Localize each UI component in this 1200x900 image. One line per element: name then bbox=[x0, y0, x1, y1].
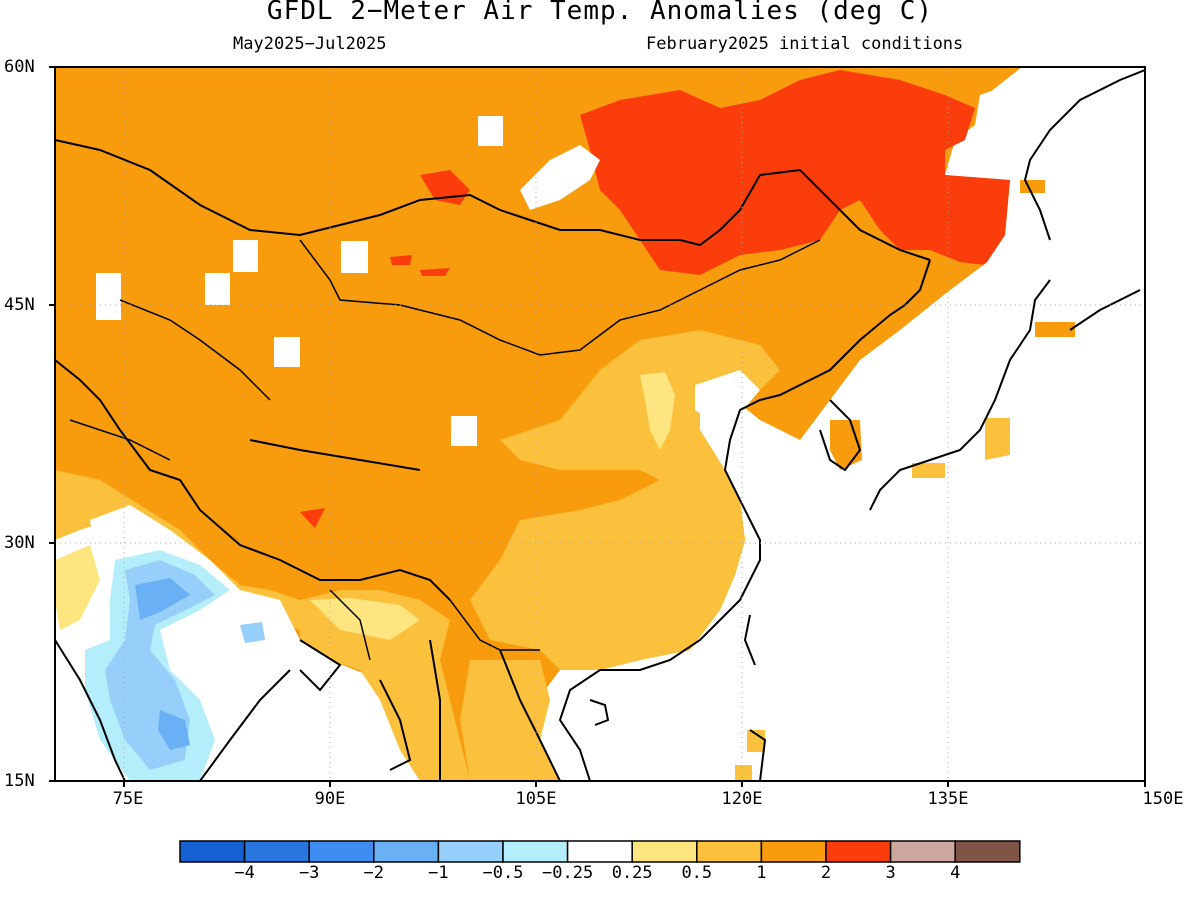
anomaly-field bbox=[55, 67, 1145, 781]
lon-label-75e: 75E bbox=[112, 789, 144, 809]
forecast-period: May2025−Jul2025 bbox=[233, 34, 387, 54]
colorbar-label: −4 bbox=[234, 863, 255, 883]
lat-label-45n: 45N bbox=[4, 295, 35, 315]
colorbar-label: 4 bbox=[950, 863, 961, 883]
anomaly-region-cool-moderate bbox=[105, 560, 215, 770]
colorbar-box bbox=[825, 840, 892, 863]
anomaly-region-0.25to0.5 bbox=[640, 372, 675, 450]
colorbar-box bbox=[566, 840, 633, 863]
axis-ticks bbox=[49, 66, 1146, 787]
colorbar-box bbox=[437, 840, 504, 863]
anomaly-region-0.25to0.5-b bbox=[310, 598, 420, 640]
colorbar-box bbox=[308, 840, 375, 863]
colorbar-label: −1 bbox=[428, 863, 449, 883]
anomaly-region-cool-strong bbox=[135, 578, 190, 620]
colorbar-label: −3 bbox=[298, 863, 320, 883]
colorbar-label: 0.25 bbox=[611, 863, 653, 883]
map-title: GFDL 2−Meter Air Temp. Anomalies (deg C) bbox=[266, 0, 934, 26]
lat-label-60n: 60N bbox=[4, 57, 35, 77]
colorbar-box bbox=[631, 840, 698, 863]
anomaly-region-cool-small bbox=[240, 622, 265, 643]
colorbar-label: 3 bbox=[885, 863, 896, 883]
colorbar-label: 2 bbox=[820, 863, 832, 883]
anomaly-region-2to3-tibet bbox=[300, 508, 325, 528]
lat-label-30n: 30N bbox=[4, 533, 35, 553]
lon-label-90e: 90E bbox=[314, 789, 346, 809]
graticule bbox=[55, 67, 1145, 781]
anomaly-region-0.5to1-indochina bbox=[460, 660, 560, 781]
colorbar-box bbox=[373, 840, 440, 863]
lat-label-15n: 15N bbox=[4, 771, 35, 791]
anomaly-region-2to3-spot2 bbox=[420, 268, 450, 276]
colorbar-box bbox=[889, 840, 956, 863]
initial-conditions: February2025 initial conditions bbox=[646, 34, 964, 54]
lon-label-120e: 120E bbox=[721, 789, 763, 809]
colorbar-box bbox=[502, 840, 569, 863]
colorbar-label: 0.5 bbox=[681, 863, 713, 883]
colorbar-label: 1 bbox=[756, 863, 767, 883]
colorbar-box bbox=[179, 840, 246, 863]
colorbar-box bbox=[760, 840, 827, 863]
anomaly-region-0.5to1-east-china bbox=[470, 330, 780, 670]
anomaly-region-2to3-northeast bbox=[580, 70, 1010, 275]
colorbar-label: −0.5 bbox=[482, 863, 524, 883]
anomaly-region-0.5to1-south bbox=[300, 590, 470, 781]
colorbar bbox=[179, 840, 1021, 863]
anomaly-region-cool-strong-b bbox=[158, 710, 190, 750]
colorbar-label: −2 bbox=[363, 863, 385, 883]
political-borders bbox=[69, 239, 821, 661]
colorbar-box bbox=[243, 840, 310, 863]
anomaly-region-2to3-spot1 bbox=[390, 255, 412, 265]
colorbar-label: −0.25 bbox=[542, 863, 594, 883]
lon-label-105e: 105E bbox=[515, 789, 557, 809]
anomaly-region-0.25to0.5-c bbox=[55, 545, 100, 630]
map-frame bbox=[54, 66, 1146, 782]
colorbar-box bbox=[954, 840, 1021, 863]
lon-label-150e: 150E bbox=[1142, 789, 1184, 809]
coastlines bbox=[55, 69, 1145, 781]
lon-label-135e: 135E bbox=[927, 789, 969, 809]
colorbar-box bbox=[696, 840, 763, 863]
